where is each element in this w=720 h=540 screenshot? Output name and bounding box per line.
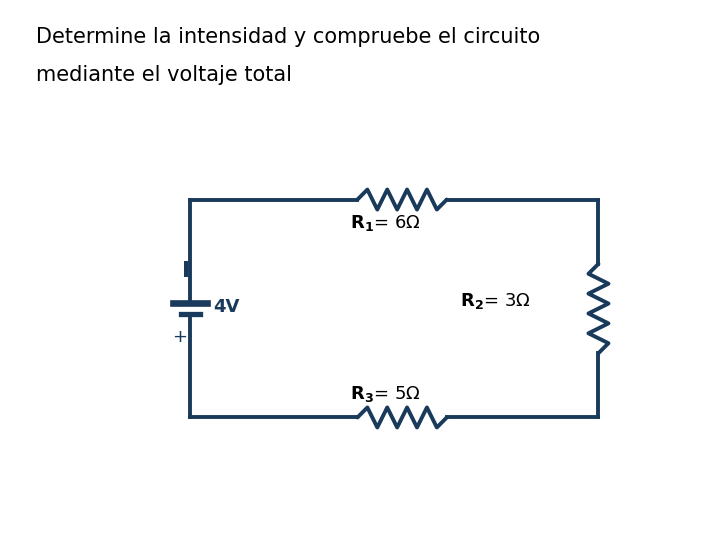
Text: I: I (182, 261, 191, 281)
Text: mediante el voltaje total: mediante el voltaje total (36, 65, 292, 85)
Text: Determine la intensidad y compruebe el circuito: Determine la intensidad y compruebe el c… (36, 27, 540, 47)
Text: $\mathbf{R_3}$= 5$\Omega$: $\mathbf{R_3}$= 5$\Omega$ (350, 383, 420, 403)
Text: +: + (172, 328, 187, 346)
Text: $\mathbf{R_1}$= 6$\Omega$: $\mathbf{R_1}$= 6$\Omega$ (350, 213, 420, 233)
Text: $\mathbf{R_2}$= 3$\Omega$: $\mathbf{R_2}$= 3$\Omega$ (460, 291, 531, 311)
Text: 4V: 4V (213, 298, 240, 316)
